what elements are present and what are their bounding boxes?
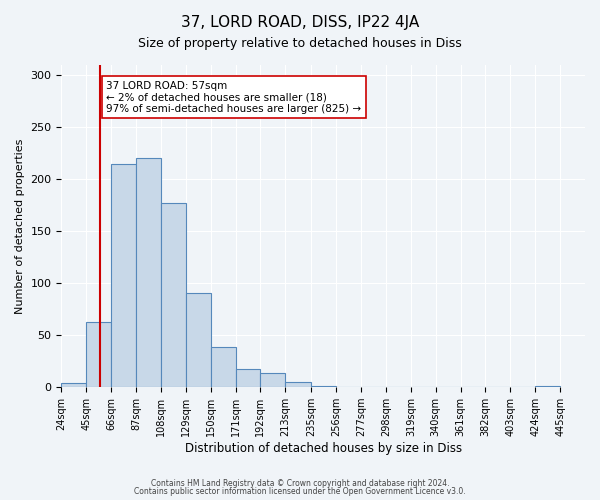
Bar — [186, 292, 211, 387]
Bar — [136, 158, 161, 387]
Text: Contains HM Land Registry data © Crown copyright and database right 2024.: Contains HM Land Registry data © Crown c… — [151, 478, 449, 488]
Bar — [535, 386, 560, 387]
Text: 37 LORD ROAD: 57sqm
← 2% of detached houses are smaller (18)
97% of semi-detache: 37 LORD ROAD: 57sqm ← 2% of detached hou… — [106, 80, 362, 114]
X-axis label: Distribution of detached houses by size in Diss: Distribution of detached houses by size … — [185, 442, 462, 455]
Bar — [285, 382, 311, 387]
Text: Contains public sector information licensed under the Open Government Licence v3: Contains public sector information licen… — [134, 487, 466, 496]
Bar — [211, 346, 236, 387]
Bar — [311, 386, 336, 387]
Bar — [86, 322, 111, 387]
Bar — [161, 203, 186, 387]
Bar — [260, 372, 285, 387]
Bar — [61, 383, 86, 387]
Bar — [236, 368, 260, 387]
Text: Size of property relative to detached houses in Diss: Size of property relative to detached ho… — [138, 38, 462, 51]
Y-axis label: Number of detached properties: Number of detached properties — [15, 138, 25, 314]
Text: 37, LORD ROAD, DISS, IP22 4JA: 37, LORD ROAD, DISS, IP22 4JA — [181, 15, 419, 30]
Bar — [111, 164, 136, 387]
